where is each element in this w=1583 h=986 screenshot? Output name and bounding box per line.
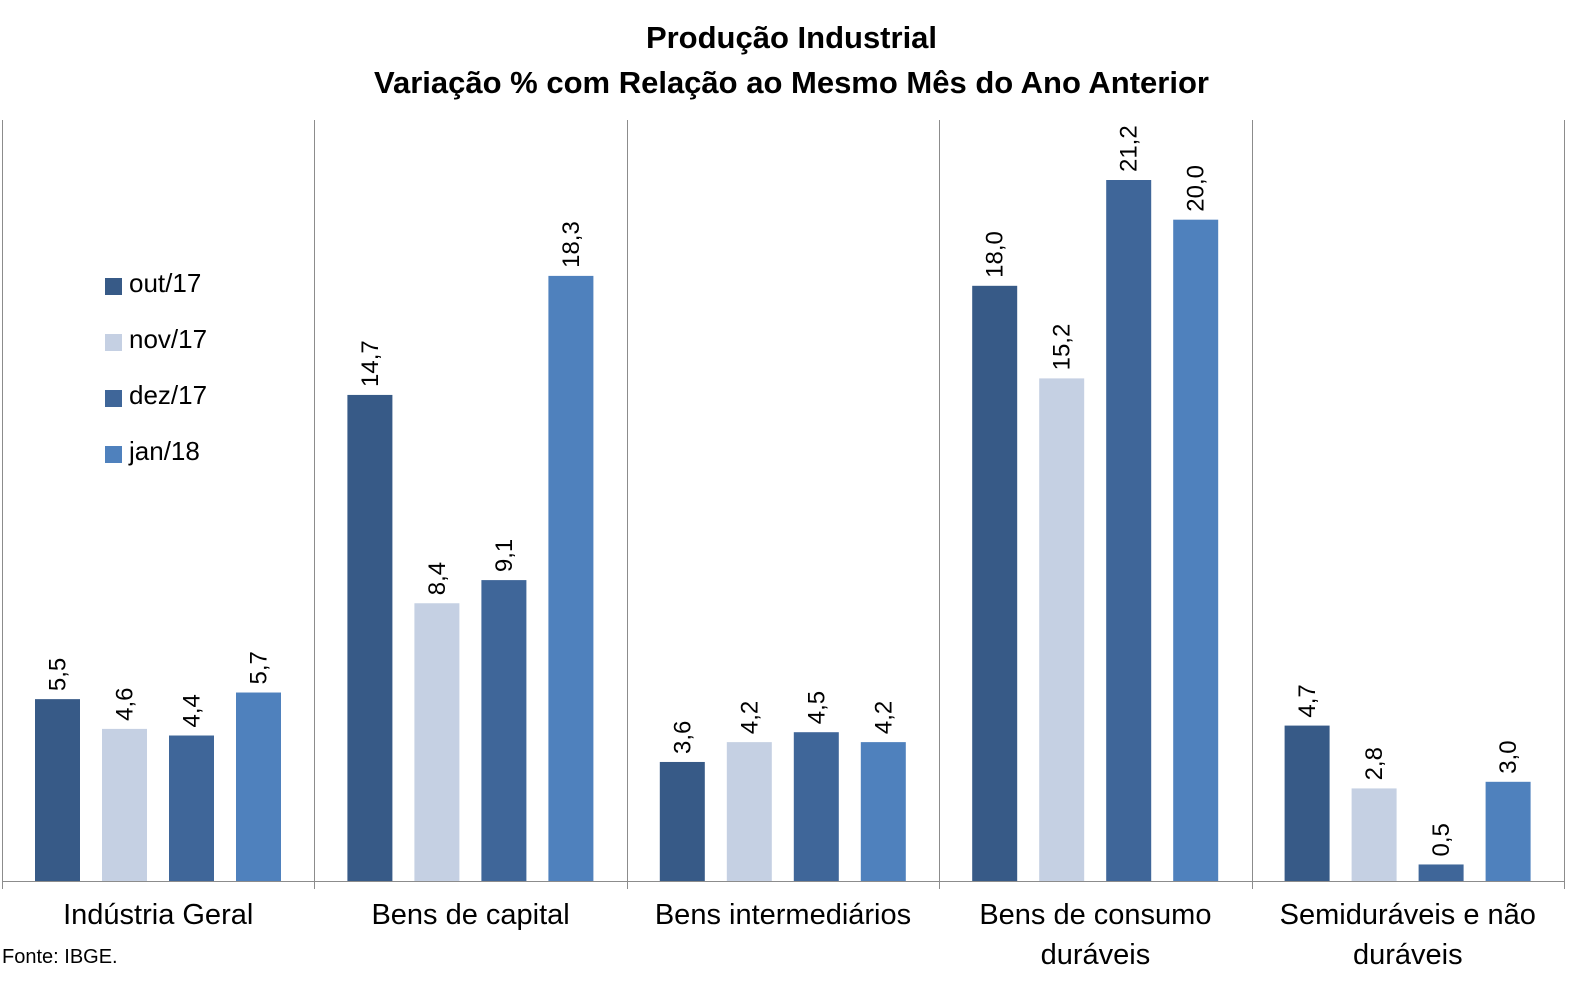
data-label: 18,0 [982,231,1009,278]
chart-subtitle: Variação % com Relação ao Mesmo Mês do A… [374,65,1209,100]
data-label: 0,5 [1428,823,1455,856]
data-label: 3,0 [1495,740,1522,773]
bar-out17-4 [1284,725,1330,881]
legend-swatch-nov17 [105,334,122,351]
category-label: duráveis [1353,939,1463,971]
legend-label-jan18: jan/18 [129,436,200,466]
data-label: 14,7 [357,340,384,387]
category-label: Bens de consumo [979,899,1211,931]
data-label: 4,4 [179,694,206,727]
data-label: 15,2 [1049,324,1076,371]
bar-nov17-3 [1039,378,1085,881]
legend-swatch-jan18 [105,446,122,463]
bar-out17-1 [347,394,393,881]
category-label: Bens de capital [371,899,569,931]
data-label: 3,6 [669,721,696,754]
data-label: 4,7 [1294,684,1321,717]
category-label: duráveis [1041,939,1151,971]
bar-jan18-3 [1173,219,1219,881]
data-label: 2,8 [1361,747,1388,780]
data-label: 5,5 [45,658,72,691]
bar-dez17-4 [1418,864,1464,881]
bar-dez17-0 [169,735,214,881]
bar-jan18-0 [236,692,281,881]
data-label: 4,2 [870,701,897,734]
data-label: 4,5 [803,691,830,724]
bar-jan18-2 [860,742,906,881]
data-label: 20,0 [1183,165,1210,212]
bar-dez17-1 [481,580,527,881]
data-label: 9,1 [491,539,518,572]
bar-dez17-2 [793,732,839,881]
bar-jan18-1 [548,275,594,882]
bar-nov17-0 [102,728,147,881]
legend-swatch-out17 [105,278,122,295]
category-label: Bens intermediários [655,899,911,931]
bar-nov17-2 [726,742,772,881]
data-label: 5,7 [246,651,273,684]
source-note: Fonte: IBGE. [2,946,118,968]
chart-title: Produção Industrial [645,20,938,55]
legend-label-dez17: dez/17 [129,380,208,410]
data-label: 4,6 [112,688,139,721]
data-label: 18,3 [558,221,585,268]
data-label: 8,4 [424,562,451,595]
bar-dez17-3 [1106,180,1152,881]
legend-label-nov17: nov/17 [129,324,208,354]
category-label: Semiduráveis e não [1280,899,1536,931]
bar-out17-2 [659,761,705,881]
category-label: Indústria Geral [63,899,253,931]
legend-label-out17: out/17 [129,268,202,298]
legend-swatch-dez17 [105,390,122,407]
data-label: 4,2 [736,701,763,734]
bar-out17-0 [35,699,80,881]
bar-out17-3 [972,285,1018,882]
bar-nov17-4 [1351,788,1397,881]
data-label: 21,2 [1116,125,1143,172]
bar-nov17-1 [414,603,460,881]
bar-jan18-4 [1485,781,1531,881]
